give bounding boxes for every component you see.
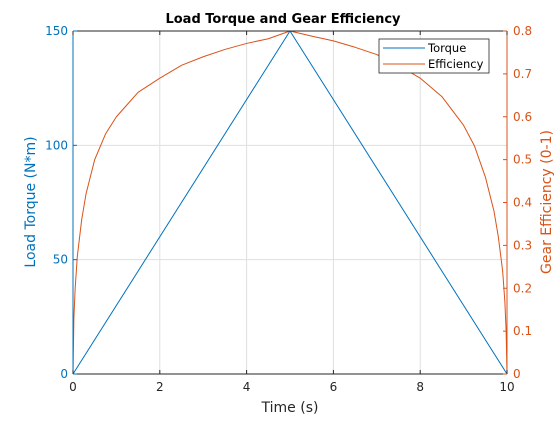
- x-tick-label: 6: [330, 380, 338, 394]
- plot-area: [73, 31, 507, 374]
- y-left-tick-label: 50: [53, 253, 68, 267]
- x-tick-label: 4: [243, 380, 251, 394]
- y-right-tick-label: 0.6: [513, 110, 532, 124]
- x-tick-label: 10: [499, 380, 514, 394]
- y-axis-right-label: Gear Efficiency (0-1): [539, 130, 555, 274]
- y-axis-left-label: Load Torque (N*m): [23, 136, 39, 267]
- legend-label-efficiency: Efficiency: [428, 57, 484, 71]
- legend-label-torque: Torque: [427, 41, 466, 55]
- chart-title: Load Torque and Gear Efficiency: [165, 12, 401, 27]
- tick-layer: 0 2 4 6 8 1005010015000.10.20.30.40.50.60.70.…: [45, 24, 532, 394]
- y-right-tick-label: 0.8: [513, 24, 532, 38]
- y-right-tick-label: 0.4: [513, 196, 532, 210]
- y-right-tick-label: 0: [513, 367, 521, 381]
- y-right-tick-label: 0.5: [513, 153, 532, 167]
- x-tick-label: 0: [69, 380, 77, 394]
- legend-box: [378, 38, 490, 74]
- y-left-tick-label: 150: [45, 24, 68, 38]
- y-right-tick-label: 0.3: [513, 238, 532, 252]
- x-tick-label: 8: [416, 380, 424, 394]
- legend: Torque Efficiency: [378, 38, 490, 74]
- y-right-tick-label: 0.7: [513, 67, 532, 81]
- y-left-tick-label: 0: [60, 367, 68, 381]
- y-left-tick-label: 100: [45, 138, 68, 152]
- y-right-tick-label: 0.2: [513, 281, 532, 295]
- x-tick-label: 2: [156, 380, 164, 394]
- x-axis-label: Time (s): [261, 400, 319, 416]
- y-right-tick-label: 0.1: [513, 324, 532, 338]
